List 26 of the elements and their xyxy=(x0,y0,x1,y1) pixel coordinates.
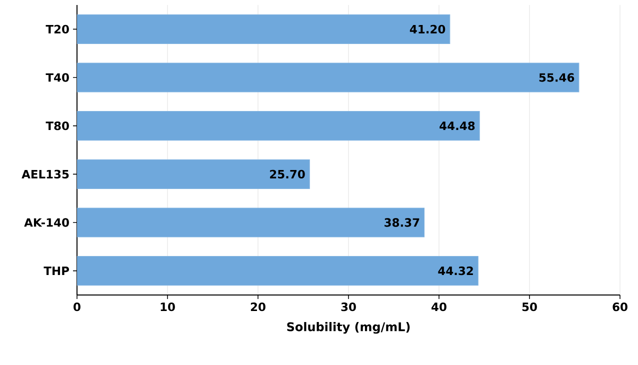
data-label: 38.37 xyxy=(384,218,420,227)
data-label: 41.20 xyxy=(410,24,446,34)
x-tick-label: 20 xyxy=(250,302,266,312)
y-tick-label: AEL135 xyxy=(22,170,69,178)
x-tick-label: 10 xyxy=(160,302,175,312)
x-axis-title: Solubility (mg/mL) xyxy=(287,322,410,334)
bar xyxy=(77,14,450,44)
x-tick-label: 30 xyxy=(341,302,356,312)
x-tick-label: 40 xyxy=(432,302,446,312)
y-tick-label: T20 xyxy=(46,24,69,34)
x-tick-label: 50 xyxy=(522,302,537,312)
y-tick-label: T40 xyxy=(46,73,69,82)
data-label: 44.32 xyxy=(438,266,473,276)
y-tick-label: THP xyxy=(44,266,70,276)
y-tick-label: T80 xyxy=(46,122,69,130)
x-tick-label: 60 xyxy=(612,302,628,312)
bar xyxy=(77,256,478,286)
bar xyxy=(77,62,580,92)
y-tick-label: AK-140 xyxy=(24,218,69,227)
data-label: 55.46 xyxy=(539,73,574,82)
x-tick-label: 0 xyxy=(74,302,80,312)
data-label: 44.48 xyxy=(440,122,475,130)
bar xyxy=(77,208,425,238)
data-label: 25.70 xyxy=(270,170,305,178)
bar xyxy=(77,111,480,141)
bar xyxy=(77,159,310,189)
